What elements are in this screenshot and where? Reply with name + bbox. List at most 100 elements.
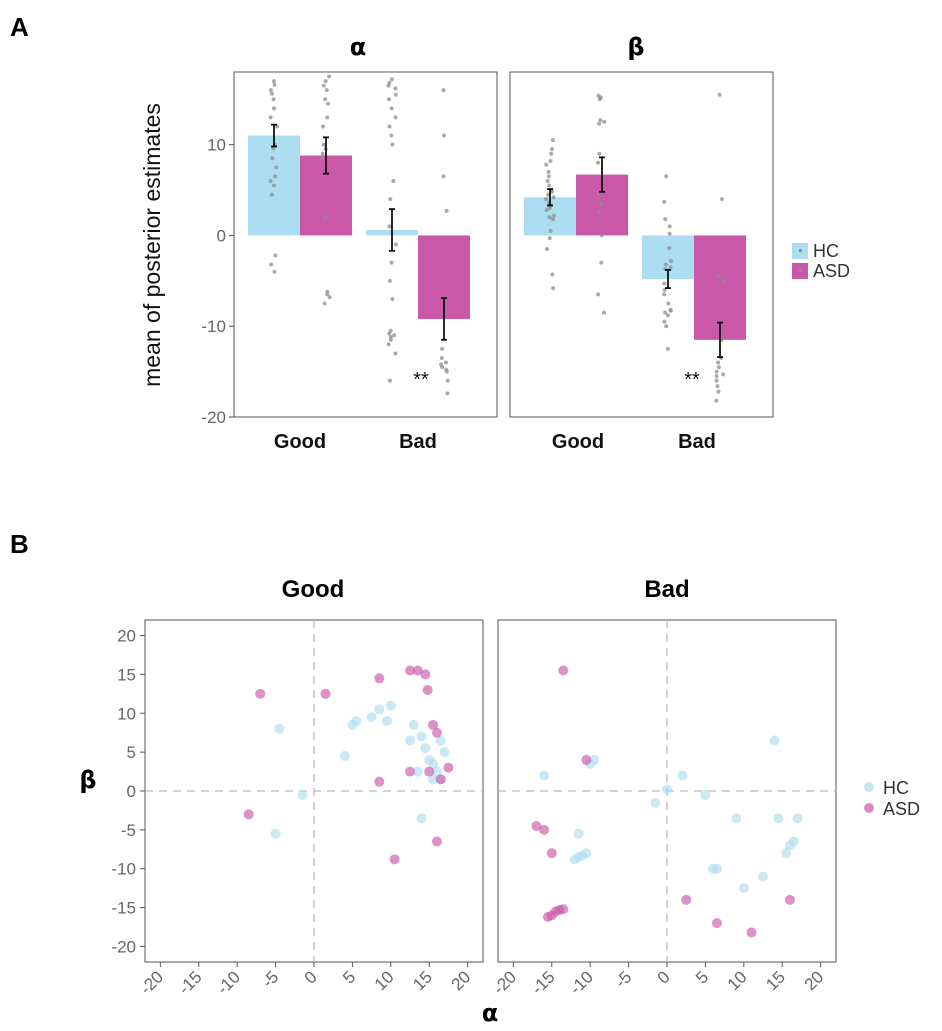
jitter-point xyxy=(719,197,724,202)
facet-beta: β Good Bad ** xyxy=(509,33,774,453)
scatter-point-hc xyxy=(781,848,792,859)
jitter-point xyxy=(662,319,667,324)
scatter-point-hc xyxy=(711,863,722,874)
jitter-point xyxy=(668,265,673,270)
scatter-point-asd xyxy=(243,809,254,820)
legend-a-asd-label: ASD xyxy=(813,261,850,281)
scatter-point-hc xyxy=(569,854,580,865)
scatter-point-hc xyxy=(428,774,439,785)
scatter-point-asd xyxy=(539,824,550,835)
jitter-point xyxy=(714,398,719,403)
jitter-point xyxy=(550,217,555,222)
jitter-point xyxy=(271,183,276,188)
scatter-point-asd xyxy=(558,904,569,915)
jitter-point xyxy=(663,310,668,315)
jitter-point xyxy=(596,160,601,165)
jitter-point xyxy=(599,233,604,238)
jitter-point xyxy=(717,92,722,97)
jitter-point xyxy=(550,272,555,277)
x-tick-label: 5 xyxy=(339,967,359,987)
x-tick-label: -15 xyxy=(175,967,206,998)
jitter-point xyxy=(602,119,607,124)
jitter-point xyxy=(551,213,556,218)
jitter-point xyxy=(391,178,396,183)
panel-b-y-ticks: -20 -15 -10 -5 0 5 10 15 20 xyxy=(111,627,145,956)
jitter-point xyxy=(444,208,449,213)
jitter-point xyxy=(439,355,444,360)
scatter-point-hc xyxy=(677,770,688,781)
scatter-point-asd xyxy=(374,776,385,787)
facet-beta-x-tick-bad: Bad xyxy=(678,431,716,453)
jitter-point xyxy=(268,178,273,183)
facet-good-title: Good xyxy=(282,576,345,603)
x-tick-label: 5 xyxy=(692,967,712,987)
jitter-point xyxy=(440,365,445,370)
scatter-point-asd xyxy=(546,848,557,859)
x-tick-label: -5 xyxy=(258,967,282,991)
x-tick-label: 15 xyxy=(762,967,789,994)
jitter-point xyxy=(667,224,672,229)
panel-b-y-tick-label: 15 xyxy=(117,665,136,684)
panel-a-y-tick-label: -20 xyxy=(201,408,226,427)
jitter-point xyxy=(327,74,332,79)
panel-b-y-tick-label: -5 xyxy=(121,821,136,840)
panel-a-legend: HC ASD xyxy=(792,241,850,281)
jitter-point xyxy=(544,162,549,167)
panel-b-y-tick-label: 0 xyxy=(127,782,136,801)
x-tick-label: 10 xyxy=(724,967,751,994)
jitter-point xyxy=(599,201,604,206)
jitter-point xyxy=(323,97,328,102)
scatter-point-hc xyxy=(381,716,392,727)
jitter-point xyxy=(548,158,553,163)
scatter-point-hc xyxy=(270,828,281,839)
legend-a-asd-dot xyxy=(799,269,802,272)
error-bar xyxy=(389,208,395,252)
scatter-point-hc xyxy=(339,751,350,762)
x-tick-label: -10 xyxy=(213,967,244,998)
scatter-point-asd xyxy=(420,669,431,680)
jitter-point xyxy=(390,142,395,147)
error-bar xyxy=(547,188,553,207)
jitter-point xyxy=(323,215,328,220)
jitter-point xyxy=(386,342,391,347)
jitter-point xyxy=(548,228,553,233)
legend-a-hc-dot xyxy=(799,249,802,252)
legend-b-asd-label: ASD xyxy=(883,799,920,819)
error-bar xyxy=(717,321,723,358)
x-tick-label: 20 xyxy=(801,967,828,994)
scatter-point-hc xyxy=(374,704,385,715)
scatter-point-asd xyxy=(405,665,416,676)
x-tick-label: 20 xyxy=(448,967,475,994)
scatter-point-hc xyxy=(539,770,550,781)
jitter-point xyxy=(389,77,394,82)
jitter-point xyxy=(269,91,274,96)
scatter-point-hc xyxy=(758,871,769,882)
jitter-point xyxy=(662,292,667,297)
facet-beta-marks xyxy=(524,92,746,403)
scatter-point-hc xyxy=(439,747,450,758)
jitter-point xyxy=(322,301,327,306)
jitter-point xyxy=(716,389,721,394)
jitter-point xyxy=(445,391,450,396)
legend-b-hc-marker xyxy=(864,782,874,792)
facet-beta-title: β xyxy=(627,33,644,61)
scatter-point-hc xyxy=(662,784,672,795)
jitter-point xyxy=(666,301,671,306)
facet-alpha-x-tick-good: Good xyxy=(274,431,326,453)
scatter-point-hc xyxy=(573,828,584,839)
jitter-point xyxy=(547,215,552,220)
jitter-point xyxy=(321,142,326,147)
jitter-point xyxy=(665,346,670,351)
jitter-point xyxy=(716,365,721,370)
scatter-point-asd xyxy=(412,665,423,676)
scatter-point-hc xyxy=(420,743,431,754)
jitter-point xyxy=(440,346,445,351)
error-bar xyxy=(323,136,329,175)
panel-b-legend: HC ASD xyxy=(864,778,920,819)
jitter-point xyxy=(387,378,392,383)
jitter-point xyxy=(549,151,554,156)
jitter-point xyxy=(321,124,326,129)
jitter-point xyxy=(445,378,450,383)
jitter-point xyxy=(441,88,446,93)
scatter-point-hc xyxy=(769,735,780,746)
